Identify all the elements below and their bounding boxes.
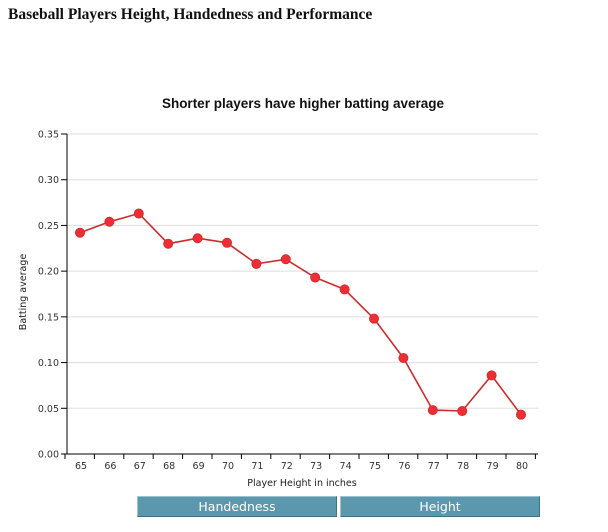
x-tick-label: 66	[104, 461, 116, 472]
series-line-group	[79, 212, 522, 416]
data-point	[310, 272, 321, 283]
axes: 0.00 0.05 0.10 0.15 0.20 0.25 0.30 0.35 65 66 67 68…	[38, 130, 538, 472]
y-tick-label: 0.15	[38, 312, 59, 323]
x-tick-label: 68	[163, 461, 175, 472]
x-tick-label: 65	[75, 461, 87, 472]
data-point	[75, 227, 86, 238]
data-point	[486, 370, 497, 381]
data-point	[163, 238, 174, 249]
x-tick-label: 78	[457, 461, 469, 472]
y-tick-label: 0.30	[38, 175, 59, 186]
grid-lines	[67, 133, 538, 409]
data-point	[368, 313, 379, 324]
x-tick-label: 74	[340, 461, 352, 472]
x-tick-label: 71	[251, 461, 263, 472]
data-point	[427, 405, 438, 416]
data-point	[221, 237, 232, 248]
x-tick-label: 67	[134, 461, 146, 472]
y-axis-title: Batting average	[18, 254, 29, 331]
data-point	[339, 284, 350, 295]
y-tick-label: 0.35	[38, 130, 59, 141]
x-axis-title: Player Height in inches	[247, 478, 356, 489]
y-tick-label: 0.00	[38, 450, 59, 461]
x-tick-label: 73	[310, 461, 322, 472]
data-point	[133, 208, 144, 219]
data-point	[457, 406, 468, 417]
x-tick-label: 76	[398, 461, 410, 472]
handedness-button[interactable]: Handedness	[137, 496, 337, 517]
data-point	[280, 254, 291, 265]
y-tick-label: 0.20	[38, 267, 59, 278]
data-points	[75, 208, 527, 420]
x-tick-label: 69	[193, 461, 205, 472]
data-point	[516, 409, 527, 420]
x-tick-label: 77	[428, 461, 440, 472]
data-point	[104, 216, 115, 227]
data-point	[251, 258, 262, 269]
x-tick-label: 79	[487, 461, 499, 472]
chart-title: Shorter players have higher batting aver…	[162, 96, 445, 111]
x-tick-label: 80	[516, 461, 528, 472]
x-tick-label: 70	[222, 461, 234, 472]
data-point	[192, 233, 203, 244]
y-tick-label: 0.25	[38, 221, 59, 232]
y-tick-label: 0.10	[38, 358, 59, 369]
y-tick-label: 0.05	[38, 404, 59, 415]
data-point	[398, 352, 409, 363]
batting-average-line-chart: Shorter players have higher batting aver…	[18, 96, 538, 489]
series-line	[79, 212, 522, 416]
x-tick-label: 75	[369, 461, 381, 472]
height-button[interactable]: Height	[340, 496, 540, 517]
page-title: Baseball Players Height, Handedness and …	[8, 6, 373, 23]
x-tick-label: 72	[281, 461, 293, 472]
